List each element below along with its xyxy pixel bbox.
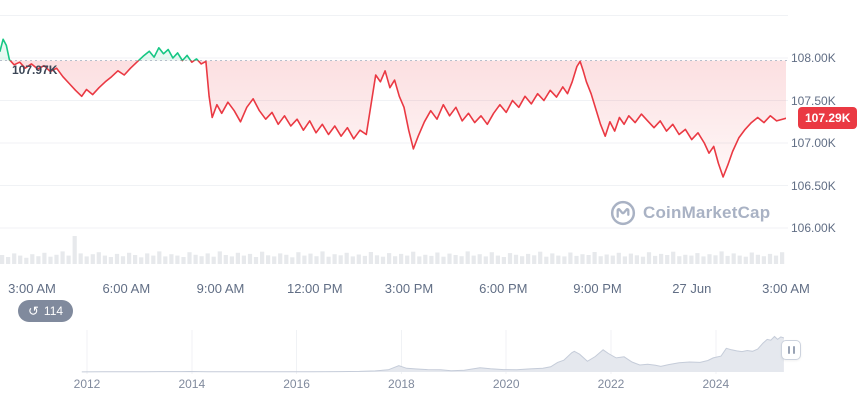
y-axis-label: 107.00K bbox=[791, 136, 836, 150]
history-count: 114 bbox=[43, 304, 64, 318]
watermark-text: CoinMarketCap bbox=[643, 203, 771, 222]
year-label: 2018 bbox=[388, 377, 415, 391]
y-axis-label: 106.00K bbox=[791, 221, 836, 235]
price-line-down bbox=[9, 60, 786, 178]
x-axis-label: 6:00 AM bbox=[102, 281, 151, 296]
year-label: 2022 bbox=[597, 377, 625, 391]
y-axis-label: 107.50K bbox=[791, 93, 836, 108]
y-axis-label: 108.00K bbox=[791, 51, 836, 65]
year-label: 2024 bbox=[702, 377, 730, 391]
year-label: 2014 bbox=[178, 377, 206, 391]
volume-bars bbox=[0, 236, 785, 264]
coinmarketcap-logo-icon bbox=[610, 200, 636, 226]
year-label: 2020 bbox=[492, 377, 520, 391]
x-axis-label: 27 Jun bbox=[672, 281, 712, 296]
history-icon: ↺ bbox=[28, 303, 39, 318]
gridlines bbox=[0, 15, 788, 229]
year-label: 2016 bbox=[283, 377, 310, 391]
x-axis-label: 6:00 PM bbox=[479, 281, 528, 296]
x-axis-label: 9:00 AM bbox=[196, 281, 245, 296]
x-axis-label: 3:00 AM bbox=[8, 281, 56, 296]
range-pause-handle[interactable] bbox=[781, 340, 801, 360]
year-label: 2012 bbox=[73, 377, 101, 391]
x-axis-label: 3:00 AM bbox=[762, 281, 810, 296]
x-axis-label: 9:00 PM bbox=[573, 281, 622, 296]
mini-range-chart[interactable] bbox=[81, 335, 785, 373]
reference-price-label: 107.97K bbox=[12, 62, 58, 77]
x-axis-label: 12:00 PM bbox=[286, 281, 343, 296]
price-area-above-reference bbox=[0, 39, 199, 61]
x-axis-label: 3:00 PM bbox=[384, 281, 434, 296]
handle-bar bbox=[787, 346, 790, 354]
current-price-badge: 107.29K bbox=[798, 107, 858, 130]
handle-bar bbox=[792, 346, 795, 354]
history-count-badge[interactable]: ↺ 114 bbox=[18, 300, 74, 322]
y-axis-label: 106.50K bbox=[791, 178, 836, 193]
price-area-below-reference bbox=[0, 60, 786, 177]
watermark: CoinMarketCap bbox=[610, 200, 770, 226]
